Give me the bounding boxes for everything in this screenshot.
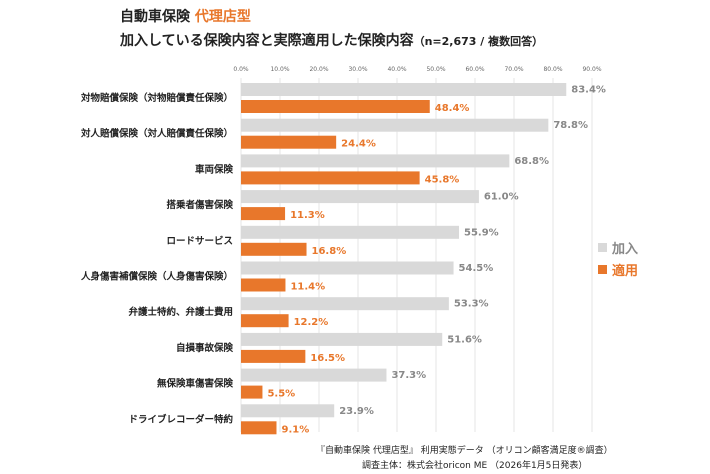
chart-title-main: 自動車保険 — [120, 9, 195, 25]
data-label-applied: 48.4% — [435, 103, 470, 114]
x-tick-label: 30.0% — [348, 66, 367, 73]
data-label-joined: 53.3% — [454, 299, 489, 310]
data-label-applied: 16.8% — [312, 246, 347, 257]
x-tick-label: 0.0% — [233, 66, 249, 73]
bar-joined — [241, 225, 460, 239]
bar-joined — [241, 332, 443, 346]
bar-joined — [241, 118, 549, 132]
bar-joined — [241, 368, 387, 382]
data-label-applied: 16.5% — [310, 353, 345, 364]
bar-applied — [241, 314, 289, 328]
bar-joined — [241, 190, 479, 204]
legend-swatch-joined — [598, 242, 607, 252]
data-label-applied: 12.2% — [294, 317, 329, 328]
bar-applied — [241, 135, 337, 149]
data-label-joined: 61.0% — [484, 192, 519, 203]
bar-applied — [241, 349, 306, 363]
bar-joined — [241, 154, 510, 168]
bar-joined — [241, 404, 335, 418]
x-tick-label: 60.0% — [465, 66, 484, 73]
category-label: 無保険車傷害保険 — [157, 378, 234, 390]
data-label-joined: 55.9% — [464, 227, 499, 238]
bar-applied — [241, 207, 286, 221]
bar-applied — [241, 100, 430, 113]
data-label-joined: 83.4% — [571, 85, 606, 96]
chart-subtitle-text: 加入している保険内容と実際適用した保険内容 — [120, 33, 414, 49]
chart-subtitle: 加入している保険内容と実際適用した保険内容（n=2,673 / 複数回答） — [120, 30, 543, 50]
bar-applied — [241, 278, 286, 292]
bar-applied — [241, 385, 263, 399]
data-label-applied: 11.4% — [290, 282, 325, 293]
legend-label-applied: 適用 — [612, 263, 639, 279]
category-label: 弁護士特約、弁護士費用 — [128, 306, 233, 318]
x-tick-label: 80.0% — [543, 66, 562, 73]
x-tick-label: 40.0% — [387, 66, 406, 73]
bar-joined — [241, 297, 449, 311]
x-tick-label: 90.0% — [582, 66, 601, 73]
chart-title-accent: 代理店型 — [194, 9, 251, 25]
category-label: 対物賠償保険（対物賠償責任保険） — [80, 92, 233, 104]
data-label-applied: 11.3% — [290, 210, 325, 221]
data-label-joined: 68.8% — [514, 156, 549, 167]
data-label-applied: 9.1% — [281, 424, 309, 435]
bar-joined — [241, 261, 454, 275]
legend: 加入 適用 — [598, 236, 638, 280]
x-tick-label: 20.0% — [309, 66, 328, 73]
data-label-applied: 45.8% — [425, 174, 460, 185]
data-label-joined: 51.6% — [447, 334, 482, 345]
chart-subtitle-note: （n=2,673 / 複数回答） — [413, 35, 544, 48]
data-label-joined: 23.9% — [339, 406, 374, 417]
x-tick-label: 10.0% — [270, 66, 289, 73]
data-label-applied: 5.5% — [267, 389, 295, 400]
bar-applied — [241, 171, 420, 185]
category-label: 人身傷害補償保険（人身傷害保険） — [81, 271, 233, 283]
legend-item-applied: 適用 — [598, 258, 638, 280]
legend-item-joined: 加入 — [598, 236, 638, 258]
footer-source: 『自動車保険 代理店型』 利用実態データ （オリコン顧客満足度®調査） — [316, 446, 613, 456]
x-tick-label: 70.0% — [504, 66, 523, 73]
category-label: 自損事故保険 — [176, 342, 234, 354]
category-label: ロードサービス — [166, 235, 233, 247]
legend-swatch-applied — [598, 264, 607, 274]
category-label: 搭乗者傷害保険 — [166, 199, 233, 211]
data-label-joined: 78.8% — [553, 120, 588, 131]
category-label: 対人賠償保険（対人賠償責任保険） — [80, 128, 233, 140]
chart-title: 自動車保険 代理店型 — [120, 6, 251, 26]
category-label: 車両保険 — [195, 163, 234, 175]
footer-publisher: 調査主体：株式会社oricon ME （2026年1月5日発表） — [362, 461, 588, 471]
category-label: ドライブレコーダー特約 — [128, 413, 233, 425]
legend-label-joined: 加入 — [612, 241, 639, 257]
bar-applied — [241, 242, 307, 256]
x-tick-label: 50.0% — [426, 66, 445, 73]
bar-applied — [241, 421, 277, 435]
bar-joined — [241, 83, 567, 96]
data-label-joined: 54.5% — [459, 263, 494, 274]
data-label-applied: 24.4% — [341, 139, 376, 150]
data-label-joined: 37.3% — [391, 370, 426, 381]
